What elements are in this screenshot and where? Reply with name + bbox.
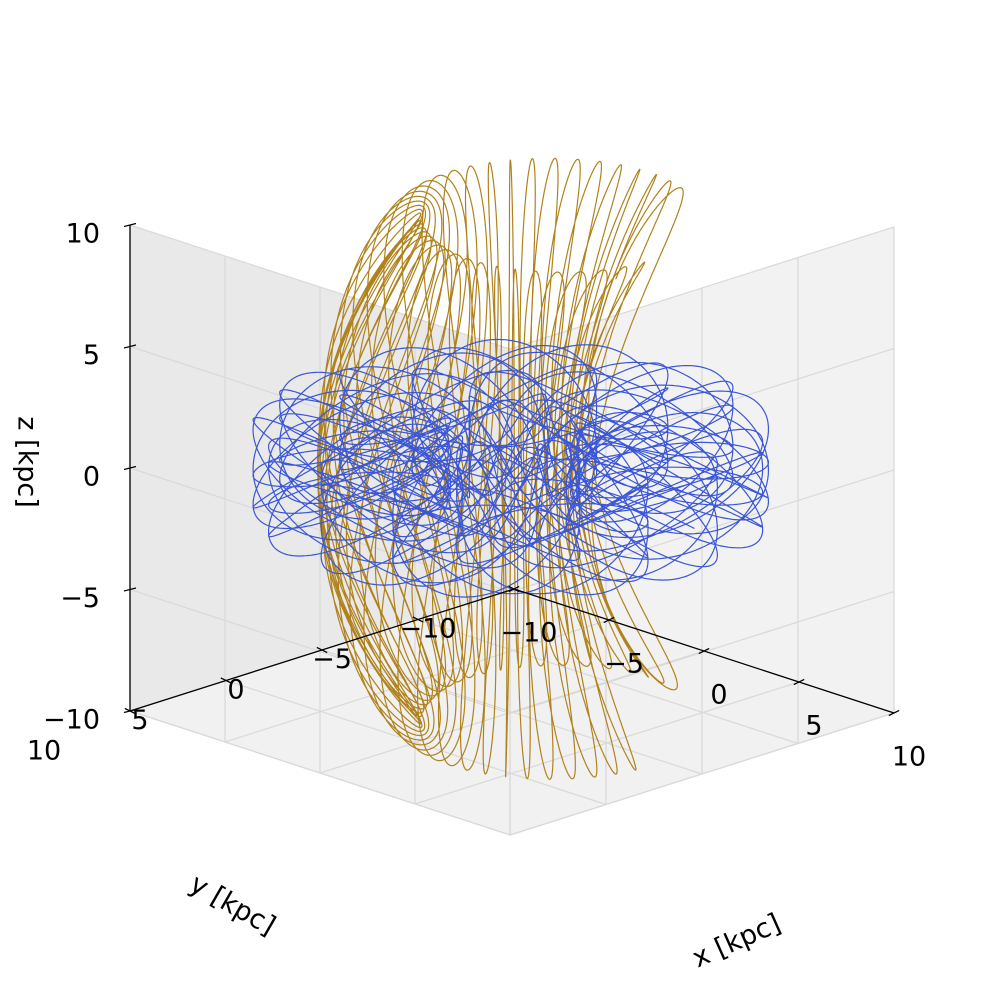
tube-orbit-curve bbox=[316, 157, 684, 780]
y-tick-label: −10 bbox=[400, 614, 457, 645]
x-tick-mark bbox=[603, 616, 615, 624]
z-tick-label: 0 bbox=[83, 462, 100, 493]
z-tick-label: −10 bbox=[43, 705, 100, 736]
z-tick-label: 10 bbox=[66, 219, 100, 250]
x-tick-label: 10 bbox=[892, 742, 926, 773]
x-tick-label: −10 bbox=[501, 618, 558, 649]
z-tick-mark bbox=[123, 465, 137, 471]
x-tick-label: 5 bbox=[805, 711, 822, 742]
torus-orbit-curve bbox=[252, 338, 769, 598]
z-axis-label: z [kpc] bbox=[12, 416, 43, 507]
y-tick-label: 5 bbox=[131, 705, 148, 736]
grid-line-floor-y bbox=[321, 649, 703, 775]
y-tick-label: −5 bbox=[312, 644, 352, 675]
x-tick-mark bbox=[698, 647, 710, 655]
grid-line-back-z bbox=[129, 467, 511, 593]
y-axis-label: y [kpc] bbox=[184, 868, 280, 941]
y-tick-mark bbox=[412, 616, 424, 623]
z-tick-mark bbox=[123, 344, 137, 349]
grid-line-back-z bbox=[129, 710, 511, 836]
x-tick-mark bbox=[888, 709, 900, 717]
z-tick-label: 5 bbox=[83, 340, 100, 371]
x-tick-label: 0 bbox=[710, 680, 727, 711]
z-tick-label: −5 bbox=[60, 583, 100, 614]
x-tick-label: −5 bbox=[604, 649, 644, 680]
z-tick-mark bbox=[123, 708, 137, 714]
axis-panes bbox=[130, 225, 894, 835]
tick-marks bbox=[123, 222, 900, 717]
grid-line-side-z bbox=[509, 226, 895, 350]
x-axis-label: x [kpc] bbox=[688, 908, 786, 974]
y-tick-label: 0 bbox=[227, 675, 244, 706]
y-tick-label: 10 bbox=[27, 736, 61, 767]
grid-line-back-z bbox=[129, 224, 511, 350]
orbit-curves bbox=[252, 157, 769, 780]
grid-line-side-z bbox=[509, 712, 895, 836]
z-tick-mark bbox=[123, 587, 137, 592]
y-tick-mark bbox=[316, 646, 328, 654]
y-tick-mark bbox=[508, 585, 520, 593]
z-tick-mark bbox=[123, 222, 137, 228]
y-tick-mark bbox=[220, 677, 232, 684]
x-tick-mark bbox=[793, 678, 805, 686]
grid-line-floor-y bbox=[225, 679, 607, 806]
